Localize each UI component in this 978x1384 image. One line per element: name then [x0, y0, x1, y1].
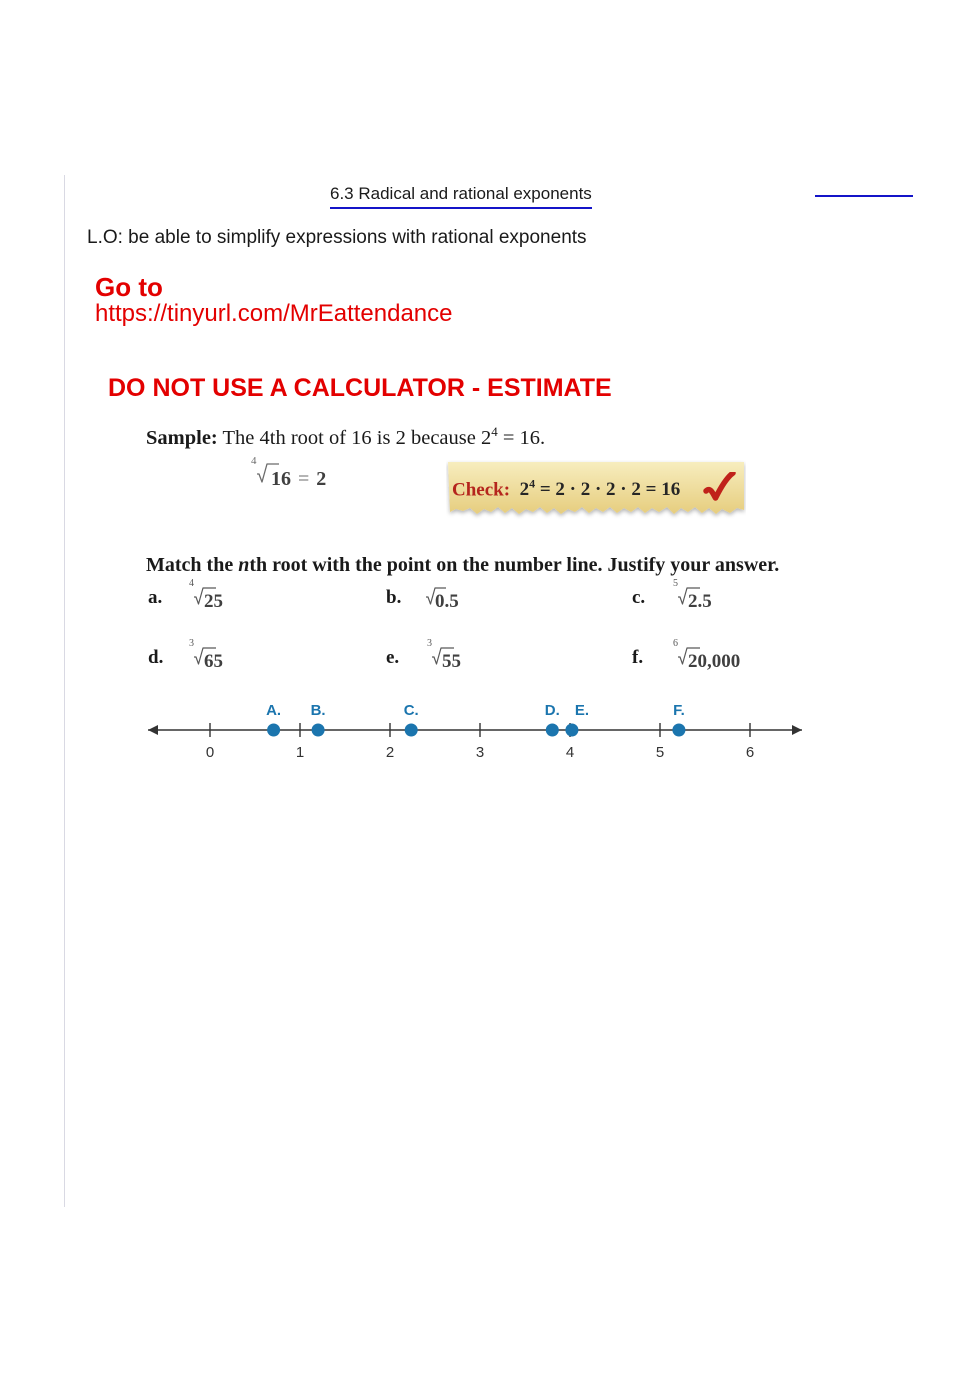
svg-text:5: 5 — [656, 744, 664, 760]
svg-text:A.: A. — [266, 702, 281, 719]
svg-text:1: 1 — [296, 744, 304, 760]
svg-text:D.: D. — [545, 702, 560, 719]
svg-text:6: 6 — [746, 744, 754, 760]
svg-text:C.: C. — [404, 702, 419, 719]
svg-text:E.: E. — [575, 702, 589, 719]
svg-text:B.: B. — [311, 702, 326, 719]
svg-text:F.: F. — [673, 702, 685, 719]
svg-text:0: 0 — [206, 744, 214, 760]
svg-text:2: 2 — [386, 744, 394, 760]
svg-text:4: 4 — [566, 744, 574, 760]
svg-text:3: 3 — [476, 744, 484, 760]
